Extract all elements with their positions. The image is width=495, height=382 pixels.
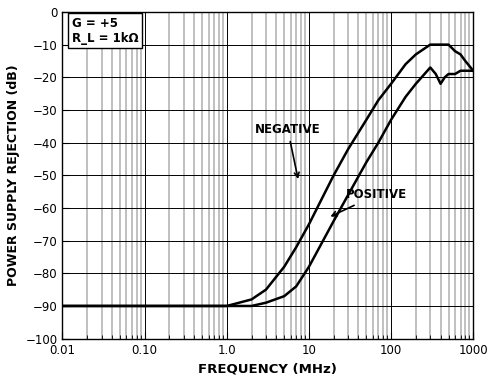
Text: NEGATIVE: NEGATIVE (255, 123, 321, 177)
Text: POSITIVE: POSITIVE (332, 188, 407, 216)
Y-axis label: POWER SUPPLY REJECTION (dB): POWER SUPPLY REJECTION (dB) (7, 65, 20, 286)
Text: G = +5
R_L = 1kΩ: G = +5 R_L = 1kΩ (72, 17, 139, 45)
X-axis label: FREQUENCY (MHz): FREQUENCY (MHz) (198, 362, 337, 375)
